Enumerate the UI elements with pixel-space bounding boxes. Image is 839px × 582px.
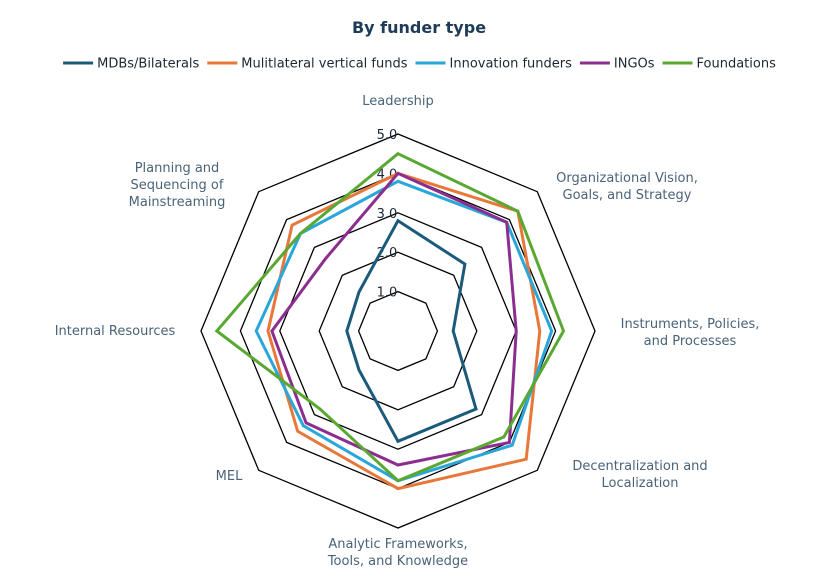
axis-label: Instruments, Policies, and Processes	[621, 317, 760, 349]
legend-label: Foundations	[697, 57, 777, 72]
grid-ring-2	[318, 251, 478, 411]
legend: MDBs/Bilaterals Mulitlateral vertical fun…	[63, 57, 776, 72]
tick-labels: 1.02.03.04.05.0	[377, 128, 398, 301]
legend-label: INGOs	[614, 57, 655, 72]
axis-label: Organizational Vision, Goals, and Strateg…	[556, 171, 698, 203]
axis-label: MEL	[216, 469, 243, 484]
series-line-1	[345, 218, 478, 444]
axis-label: Planning and Sequencing of Mainstreaming	[129, 161, 226, 210]
radar-grid	[200, 133, 596, 529]
axis-label: Leadership	[362, 94, 433, 109]
legend-label: Mulitlateral vertical funds	[241, 57, 407, 72]
legend-label: Innovation funders	[450, 57, 573, 72]
axis-labels: Leadership Organizational Vision, Goals, a…	[55, 94, 760, 569]
series-line-4	[270, 171, 518, 467]
legend-item: MDBs/Bilaterals	[63, 57, 200, 72]
axis-label: Decentralization and Localization	[572, 459, 707, 491]
grid-ring-3	[279, 212, 517, 450]
tick-label: 5.0	[377, 128, 398, 143]
series-lines	[214, 151, 566, 491]
chart-title: By funder type	[352, 18, 486, 37]
legend-item: Innovation funders	[415, 57, 573, 72]
legend-item: Mulitlateral vertical funds	[207, 57, 408, 72]
grid-ring-1	[357, 290, 439, 372]
legend-item: Foundations	[662, 57, 777, 72]
series-line-2	[266, 171, 542, 491]
grid-ring-5	[200, 133, 596, 529]
legend-item: INGOs	[579, 57, 655, 72]
tick-label: 1.0	[377, 286, 398, 301]
tick-label: 3.0	[377, 207, 398, 222]
axis-label: Internal Resources	[55, 324, 176, 339]
legend-label: MDBs/Bilaterals	[97, 57, 199, 72]
series-line-5	[214, 151, 566, 483]
axis-label: Analytic Frameworks, Tools, and Knowledge	[327, 537, 468, 569]
